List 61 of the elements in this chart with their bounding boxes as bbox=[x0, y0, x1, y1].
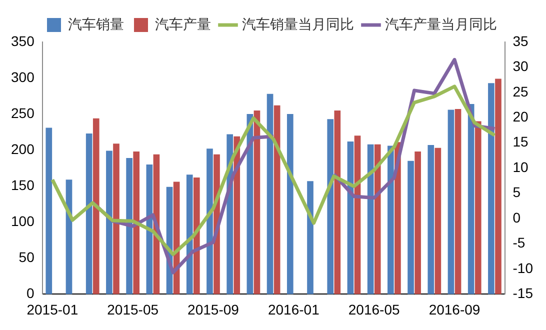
y2-tick-label: 5 bbox=[512, 184, 521, 200]
y2-tick-label: -15 bbox=[512, 285, 534, 302]
y-tick-label: 100 bbox=[11, 213, 35, 229]
y2-tick-label: 15 bbox=[512, 134, 529, 150]
bar bbox=[428, 145, 434, 294]
bar bbox=[266, 94, 274, 294]
bar bbox=[374, 144, 381, 294]
bar bbox=[186, 174, 193, 294]
x-tick-label: 2016-01 bbox=[268, 301, 320, 318]
y-tick-label: 300 bbox=[11, 68, 35, 85]
bar bbox=[454, 109, 462, 294]
x-tick-label: 2015-09 bbox=[188, 301, 240, 318]
y2-tick-label: -5 bbox=[512, 234, 526, 251]
x-tick-label: 2016-05 bbox=[348, 301, 400, 318]
bar bbox=[434, 148, 442, 294]
bar bbox=[146, 164, 153, 294]
bar bbox=[46, 128, 52, 294]
bar bbox=[414, 152, 421, 294]
x-tick-label: 2015-01 bbox=[26, 301, 78, 318]
bar bbox=[113, 144, 120, 294]
bar bbox=[488, 83, 494, 294]
bar bbox=[206, 148, 213, 294]
bar bbox=[92, 118, 100, 294]
bar bbox=[106, 150, 112, 294]
legend-label: 汽车销量 bbox=[68, 16, 124, 32]
bar bbox=[133, 152, 140, 294]
bar bbox=[254, 110, 260, 294]
x-tick-label: 2016-09 bbox=[428, 301, 480, 318]
bar bbox=[126, 158, 132, 294]
bar bbox=[474, 121, 482, 294]
legend-label: 汽车产量当月同比 bbox=[385, 16, 497, 32]
y2-tick-label: 10 bbox=[512, 158, 529, 175]
bar bbox=[448, 110, 454, 294]
bar bbox=[286, 114, 294, 294]
bar bbox=[234, 136, 240, 294]
legend-label: 汽车产量 bbox=[155, 16, 211, 32]
y2-tick-label: 0 bbox=[512, 209, 521, 226]
bar bbox=[468, 104, 474, 294]
y-tick-label: 200 bbox=[11, 140, 35, 157]
bar bbox=[274, 105, 280, 294]
bar bbox=[327, 119, 334, 294]
y2-tick-label: -10 bbox=[512, 260, 534, 276]
y-tick-label: 350 bbox=[11, 32, 35, 49]
bar bbox=[307, 181, 314, 294]
bar bbox=[408, 160, 414, 294]
y2-tick-label: 25 bbox=[512, 83, 529, 100]
bar bbox=[495, 78, 502, 294]
y2-tick-label: 35 bbox=[512, 32, 529, 49]
x-tick-label: 2015-05 bbox=[107, 301, 159, 318]
y-tick-label: 50 bbox=[18, 249, 35, 266]
y-tick-label: 150 bbox=[11, 176, 35, 193]
y-tick-label: 0 bbox=[26, 285, 35, 302]
y2-tick-label: 30 bbox=[512, 58, 529, 74]
legend-label: 汽车销量当月同比 bbox=[242, 16, 354, 32]
y2-tick-label: 20 bbox=[512, 108, 529, 125]
bar bbox=[334, 110, 341, 294]
bar bbox=[354, 136, 361, 294]
bar bbox=[193, 177, 200, 294]
bar bbox=[86, 134, 92, 294]
bar bbox=[388, 146, 394, 294]
y-tick-label: 250 bbox=[11, 104, 35, 121]
